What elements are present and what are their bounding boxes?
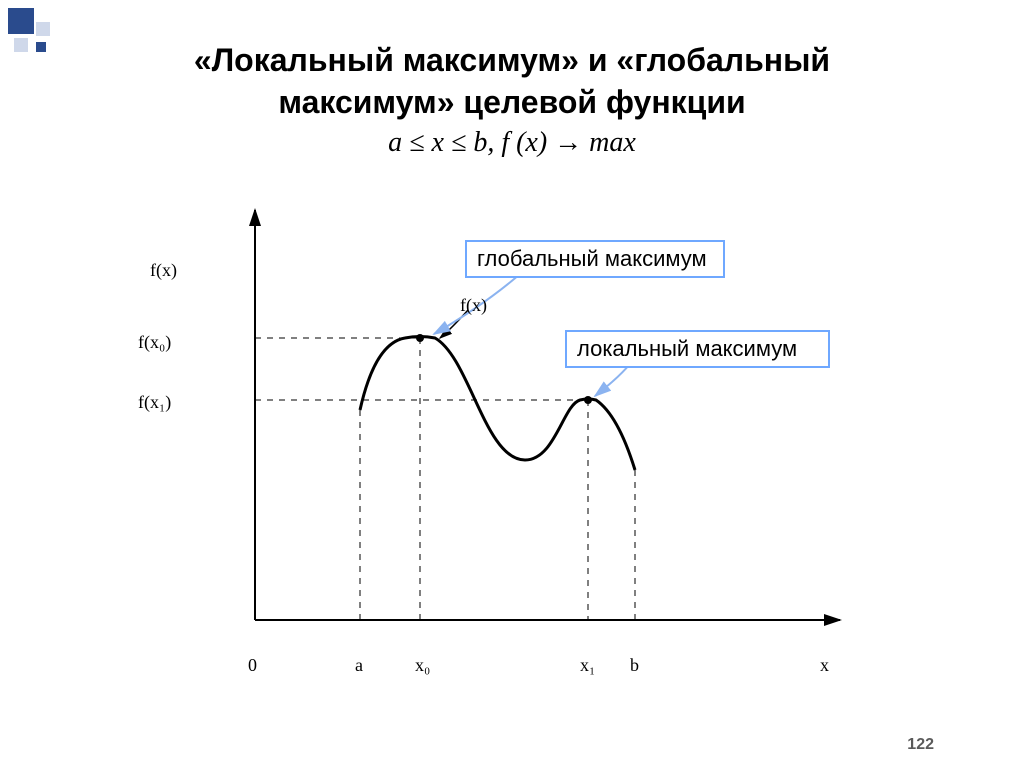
ylabel-fx1: f(x₁) xyxy=(138,392,171,413)
title-line-1: «Локальный максимум» и «глобальный xyxy=(80,40,944,82)
curve-label: f(x) xyxy=(460,295,487,316)
ylabel-fx: f(x) xyxy=(150,260,177,281)
title-line-2: максимум» целевой функции xyxy=(80,82,944,124)
title-formula: a ≤ x ≤ b, f (x) → max xyxy=(80,127,944,159)
xlabel-a: a xyxy=(355,655,363,676)
xlabel-x: x xyxy=(820,655,829,676)
slide-decoration xyxy=(8,8,68,68)
xlabel-x0: x₀ xyxy=(415,655,430,676)
xlabel-x1: x₁ xyxy=(580,655,595,676)
page-number: 122 xyxy=(907,736,934,754)
callout-local-max: локальный максимум xyxy=(565,330,830,368)
slide-title: «Локальный максимум» и «глобальный макси… xyxy=(0,0,1024,159)
callout-global-max: глобальный максимум xyxy=(465,240,725,278)
xlabel-zero: 0 xyxy=(248,655,257,676)
xlabel-b: b xyxy=(630,655,639,676)
chart-area: глобальный максимум локальный максимум f… xyxy=(120,200,940,680)
callout-global-text: глобальный максимум xyxy=(477,246,707,271)
ylabel-fx0: f(x₀) xyxy=(138,332,171,353)
callout-local-text: локальный максимум xyxy=(577,336,797,361)
